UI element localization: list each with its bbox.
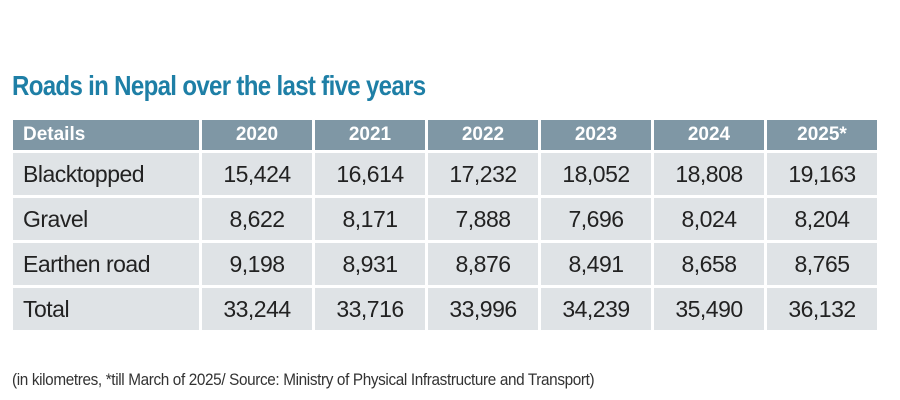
table-row: Gravel 8,622 8,171 7,888 7,696 8,024 8,2… <box>13 198 877 240</box>
table-cell: 34,239 <box>541 288 651 330</box>
table-cell: 18,808 <box>654 153 764 195</box>
table-cell: 8,171 <box>315 198 425 240</box>
column-header: 2023 <box>541 120 651 150</box>
table-cell: 15,424 <box>202 153 312 195</box>
table-cell: 19,163 <box>767 153 877 195</box>
table-row: Total 33,244 33,716 33,996 34,239 35,490… <box>13 288 877 330</box>
table-cell: 9,198 <box>202 243 312 285</box>
row-label: Gravel <box>13 198 199 240</box>
column-header: 2021 <box>315 120 425 150</box>
table-cell: 33,996 <box>428 288 538 330</box>
table-cell: 33,244 <box>202 288 312 330</box>
roads-table: Details 2020 2021 2022 2023 2024 2025* B… <box>10 117 880 333</box>
table-cell: 7,696 <box>541 198 651 240</box>
header-row: Details 2020 2021 2022 2023 2024 2025* <box>13 120 877 150</box>
table-row: Earthen road 9,198 8,931 8,876 8,491 8,6… <box>13 243 877 285</box>
table-cell: 8,658 <box>654 243 764 285</box>
table-cell: 8,491 <box>541 243 651 285</box>
column-header: 2025* <box>767 120 877 150</box>
table-cell: 18,052 <box>541 153 651 195</box>
table-cell: 16,614 <box>315 153 425 195</box>
column-header: 2024 <box>654 120 764 150</box>
table-cell: 8,931 <box>315 243 425 285</box>
table-cell: 8,765 <box>767 243 877 285</box>
row-label: Earthen road <box>13 243 199 285</box>
table-cell: 35,490 <box>654 288 764 330</box>
column-header: Details <box>13 120 199 150</box>
table-cell: 36,132 <box>767 288 877 330</box>
table-cell: 8,876 <box>428 243 538 285</box>
table-row: Blacktopped 15,424 16,614 17,232 18,052 … <box>13 153 877 195</box>
source-note: (in kilometres, *till March of 2025/ Sou… <box>12 370 595 389</box>
table-cell: 8,622 <box>202 198 312 240</box>
table-cell: 17,232 <box>428 153 538 195</box>
column-header: 2022 <box>428 120 538 150</box>
column-header: 2020 <box>202 120 312 150</box>
table-cell: 33,716 <box>315 288 425 330</box>
row-label: Total <box>13 288 199 330</box>
table-cell: 8,024 <box>654 198 764 240</box>
table-cell: 8,204 <box>767 198 877 240</box>
row-label: Blacktopped <box>13 153 199 195</box>
table-cell: 7,888 <box>428 198 538 240</box>
table-title: Roads in Nepal over the last five years <box>12 70 426 101</box>
